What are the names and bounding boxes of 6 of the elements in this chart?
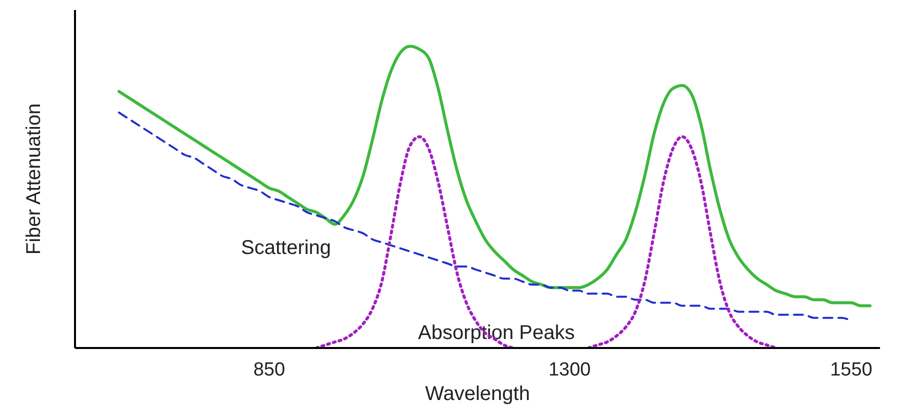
x-tick-label: 850 — [253, 359, 286, 380]
y-axis-title: Fiber Attenuation — [23, 103, 46, 255]
x-tick-label: 1300 — [548, 359, 591, 380]
x-axis-title: Wavelength — [425, 383, 530, 405]
x-tick-label: 1550 — [830, 359, 872, 380]
series-label: Scattering — [241, 237, 332, 259]
